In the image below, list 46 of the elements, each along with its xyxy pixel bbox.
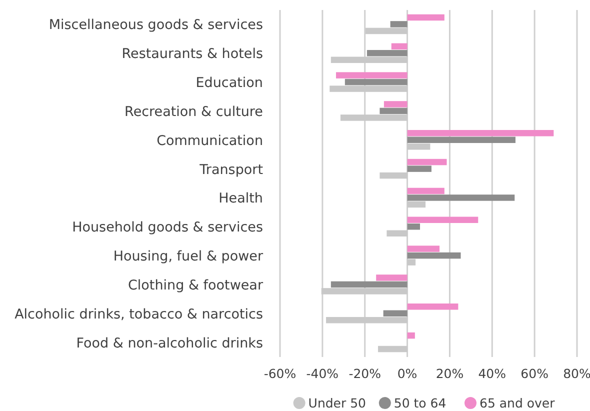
bar — [407, 252, 461, 259]
y-tick-label: Household goods & services — [72, 220, 263, 236]
y-tick-label: Clothing & footwear — [128, 277, 264, 294]
bar — [407, 332, 415, 339]
bar — [344, 78, 408, 86]
x-tick-label: 20% — [436, 366, 464, 381]
bar — [390, 21, 408, 28]
bar — [407, 304, 458, 310]
bar — [407, 158, 447, 166]
y-tick-label: Communication — [156, 132, 263, 149]
x-tick-label: -60% — [264, 366, 296, 381]
x-tick-label: -20% — [348, 366, 382, 381]
x-tick-label: 0% — [397, 366, 418, 381]
y-tick-label: Education — [196, 75, 263, 92]
bar — [407, 194, 515, 201]
bar — [366, 50, 408, 56]
y-tick-label: Food & non-alcoholic drinks — [76, 335, 263, 352]
legend-label: 65 and over — [480, 395, 556, 410]
x-tick-label: 80% — [563, 366, 590, 381]
bar — [330, 281, 408, 288]
y-tick-label: Transport — [198, 162, 263, 178]
bar — [407, 246, 440, 252]
y-tick-label: Miscellaneous goods & services — [48, 17, 263, 34]
y-tick-label: Housing, fuel & power — [113, 248, 264, 265]
bar — [407, 188, 444, 194]
x-tick-label: 40% — [478, 366, 506, 381]
bar — [380, 108, 408, 114]
y-tick-label: Recreation & culture — [124, 104, 263, 120]
legend-label: 50 to 64 — [394, 395, 446, 410]
bar — [407, 14, 444, 21]
bar — [376, 274, 408, 281]
bar — [384, 101, 408, 108]
bar — [336, 72, 408, 78]
x-tick-label: 60% — [520, 366, 549, 381]
y-tick-label: Health — [218, 190, 263, 207]
bar — [407, 130, 554, 136]
bar — [407, 136, 516, 143]
legend-label: Under 50 — [308, 395, 366, 410]
bar — [407, 216, 478, 223]
bar — [383, 310, 408, 316]
x-tick-label: -40% — [306, 366, 339, 381]
bar — [407, 224, 420, 230]
bar — [407, 166, 432, 172]
y-tick-label: Alcoholic drinks, tobacco & narcotics — [14, 306, 263, 322]
bar — [391, 43, 408, 50]
y-tick-label: Restaurants & hotels — [122, 46, 263, 62]
